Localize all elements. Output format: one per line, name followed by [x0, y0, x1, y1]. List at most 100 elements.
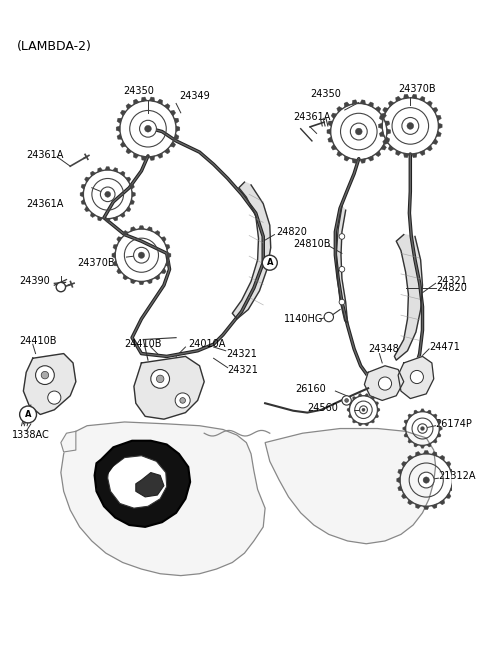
Polygon shape	[117, 268, 122, 274]
Polygon shape	[126, 148, 132, 154]
Polygon shape	[414, 410, 418, 414]
Polygon shape	[176, 126, 180, 132]
Polygon shape	[139, 281, 144, 285]
Circle shape	[20, 406, 36, 423]
Polygon shape	[120, 110, 126, 116]
Polygon shape	[352, 159, 358, 164]
Text: 24820: 24820	[276, 227, 307, 237]
Text: 21312A: 21312A	[438, 471, 476, 481]
Polygon shape	[134, 356, 204, 419]
Polygon shape	[411, 153, 417, 158]
Polygon shape	[348, 414, 352, 418]
Polygon shape	[61, 422, 265, 576]
Polygon shape	[379, 123, 383, 129]
Polygon shape	[352, 100, 358, 104]
Polygon shape	[358, 394, 362, 397]
Text: 24349: 24349	[179, 90, 210, 100]
Text: 24810B: 24810B	[293, 239, 331, 249]
Text: 24820: 24820	[436, 283, 468, 293]
Polygon shape	[360, 159, 366, 164]
Circle shape	[420, 427, 424, 430]
Text: 24321: 24321	[226, 348, 257, 358]
Polygon shape	[423, 451, 429, 454]
Polygon shape	[439, 499, 445, 505]
Text: 26174P: 26174P	[436, 419, 472, 429]
Circle shape	[151, 370, 169, 388]
Polygon shape	[402, 462, 407, 467]
Circle shape	[324, 313, 334, 322]
Polygon shape	[133, 99, 139, 104]
Circle shape	[342, 396, 351, 405]
Circle shape	[402, 118, 419, 134]
Polygon shape	[368, 102, 373, 107]
Polygon shape	[164, 104, 170, 110]
Polygon shape	[427, 145, 432, 151]
Polygon shape	[398, 356, 434, 398]
Polygon shape	[388, 101, 394, 106]
Polygon shape	[164, 148, 170, 154]
Circle shape	[48, 391, 61, 404]
Polygon shape	[170, 110, 176, 116]
Polygon shape	[130, 184, 134, 190]
Polygon shape	[139, 225, 144, 229]
Text: 24370B: 24370B	[78, 258, 115, 268]
Text: 26160: 26160	[295, 384, 326, 394]
Text: 24370B: 24370B	[398, 84, 436, 94]
Polygon shape	[445, 493, 451, 499]
Polygon shape	[432, 414, 437, 418]
Polygon shape	[375, 106, 381, 112]
Polygon shape	[136, 473, 164, 497]
Polygon shape	[396, 150, 401, 156]
Circle shape	[407, 122, 414, 129]
Polygon shape	[344, 156, 350, 161]
Text: A: A	[25, 410, 31, 419]
Polygon shape	[90, 171, 96, 176]
Circle shape	[339, 299, 345, 305]
Circle shape	[378, 377, 392, 390]
Polygon shape	[432, 452, 437, 456]
Polygon shape	[112, 252, 115, 258]
Polygon shape	[437, 433, 441, 437]
Text: 24361A: 24361A	[26, 150, 63, 160]
Circle shape	[339, 267, 345, 272]
Polygon shape	[328, 137, 333, 142]
Polygon shape	[347, 408, 349, 412]
Text: 24348: 24348	[368, 344, 399, 354]
Polygon shape	[432, 139, 438, 144]
Polygon shape	[132, 192, 135, 197]
Text: A: A	[266, 258, 273, 267]
Polygon shape	[408, 456, 413, 461]
Polygon shape	[420, 150, 425, 156]
Polygon shape	[381, 113, 386, 119]
Text: 24410B: 24410B	[125, 339, 162, 349]
Circle shape	[180, 398, 185, 403]
Polygon shape	[360, 100, 366, 104]
Polygon shape	[381, 144, 386, 150]
Polygon shape	[155, 275, 160, 280]
Polygon shape	[331, 113, 337, 119]
Circle shape	[410, 370, 423, 384]
Text: 24471: 24471	[429, 342, 460, 352]
Text: 24410B: 24410B	[20, 336, 57, 346]
Polygon shape	[95, 441, 190, 527]
Polygon shape	[61, 432, 76, 452]
Circle shape	[100, 187, 115, 201]
Polygon shape	[450, 469, 455, 475]
Text: 24560: 24560	[307, 403, 338, 413]
Polygon shape	[364, 366, 404, 400]
Circle shape	[423, 477, 430, 483]
Polygon shape	[375, 151, 381, 157]
Polygon shape	[385, 137, 390, 142]
Polygon shape	[371, 419, 374, 423]
Polygon shape	[427, 410, 431, 414]
Polygon shape	[398, 485, 402, 491]
Polygon shape	[436, 115, 441, 121]
Polygon shape	[439, 426, 442, 431]
Polygon shape	[416, 452, 421, 456]
Polygon shape	[113, 168, 118, 172]
Polygon shape	[358, 423, 362, 426]
Polygon shape	[98, 168, 103, 172]
Circle shape	[156, 375, 164, 382]
Polygon shape	[157, 153, 163, 158]
Polygon shape	[375, 414, 379, 418]
